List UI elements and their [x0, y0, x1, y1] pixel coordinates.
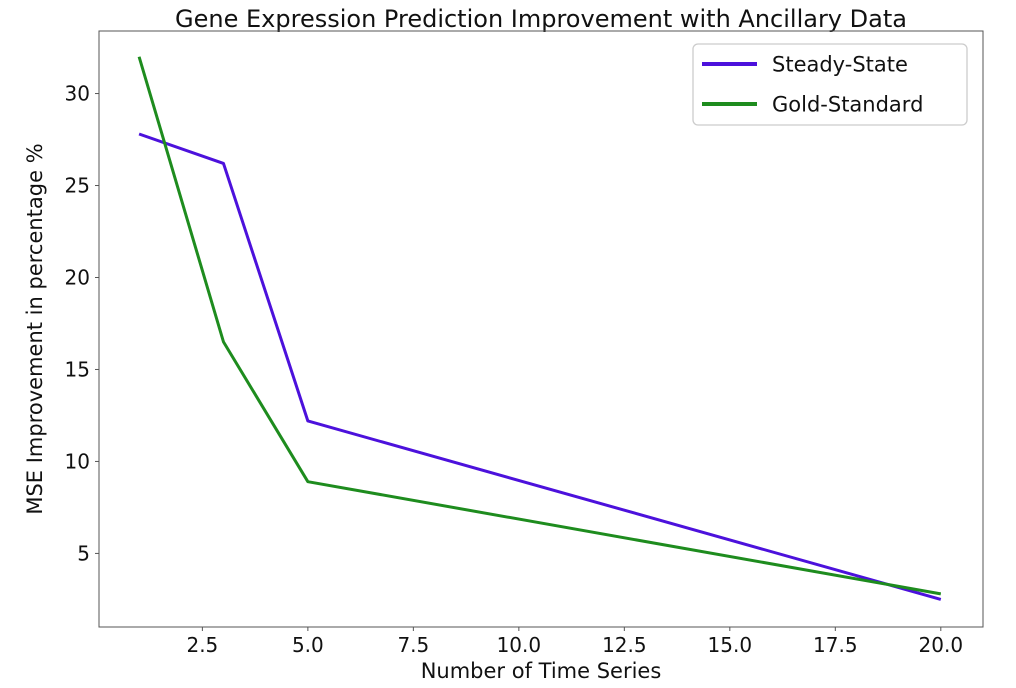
- legend-label: Steady-State: [772, 53, 908, 77]
- y-tick-label: 20: [65, 265, 90, 289]
- legend-label: Gold-Standard: [772, 93, 923, 117]
- y-tick-label: 15: [65, 357, 90, 381]
- x-tick-label: 5.0: [292, 633, 324, 657]
- series-line-gold-standard: [137, 56, 942, 596]
- series-layer: [137, 56, 942, 601]
- x-tick-label: 7.5: [397, 633, 429, 657]
- legend-entry-gold-standard: Gold-Standard: [702, 93, 923, 117]
- y-tick-label: 25: [65, 174, 90, 198]
- x-axis-label: Number of Time Series: [421, 659, 662, 683]
- tick-layer: 2.5 5.0 7.5 10.0 12.5 15.0 17.5 20.0 5 10 15 20 25 30: [65, 82, 964, 657]
- chart-title: Gene Expression Prediction Improvement w…: [175, 5, 907, 33]
- series-line-steady-state: [138, 132, 942, 601]
- x-tick-label: 15.0: [708, 633, 753, 657]
- y-tick-label: 30: [65, 82, 90, 106]
- legend: Steady-State Gold-Standard: [692, 43, 968, 126]
- legend-box: [692, 43, 968, 126]
- y-tick-label: 5: [77, 541, 90, 565]
- plot-area: [98, 30, 984, 628]
- x-tick-label: 12.5: [602, 633, 647, 657]
- legend-entry-steady-state: Steady-State: [702, 53, 908, 77]
- y-tick-label: 10: [65, 449, 90, 473]
- x-tick-label: 10.0: [497, 633, 542, 657]
- x-tick-label: 20.0: [919, 633, 964, 657]
- x-tick-label: 2.5: [186, 633, 218, 657]
- axes-box: [98, 30, 984, 628]
- x-tick-label: 17.5: [813, 633, 858, 657]
- y-axis-label: MSE Improvement in percentage %: [23, 143, 47, 514]
